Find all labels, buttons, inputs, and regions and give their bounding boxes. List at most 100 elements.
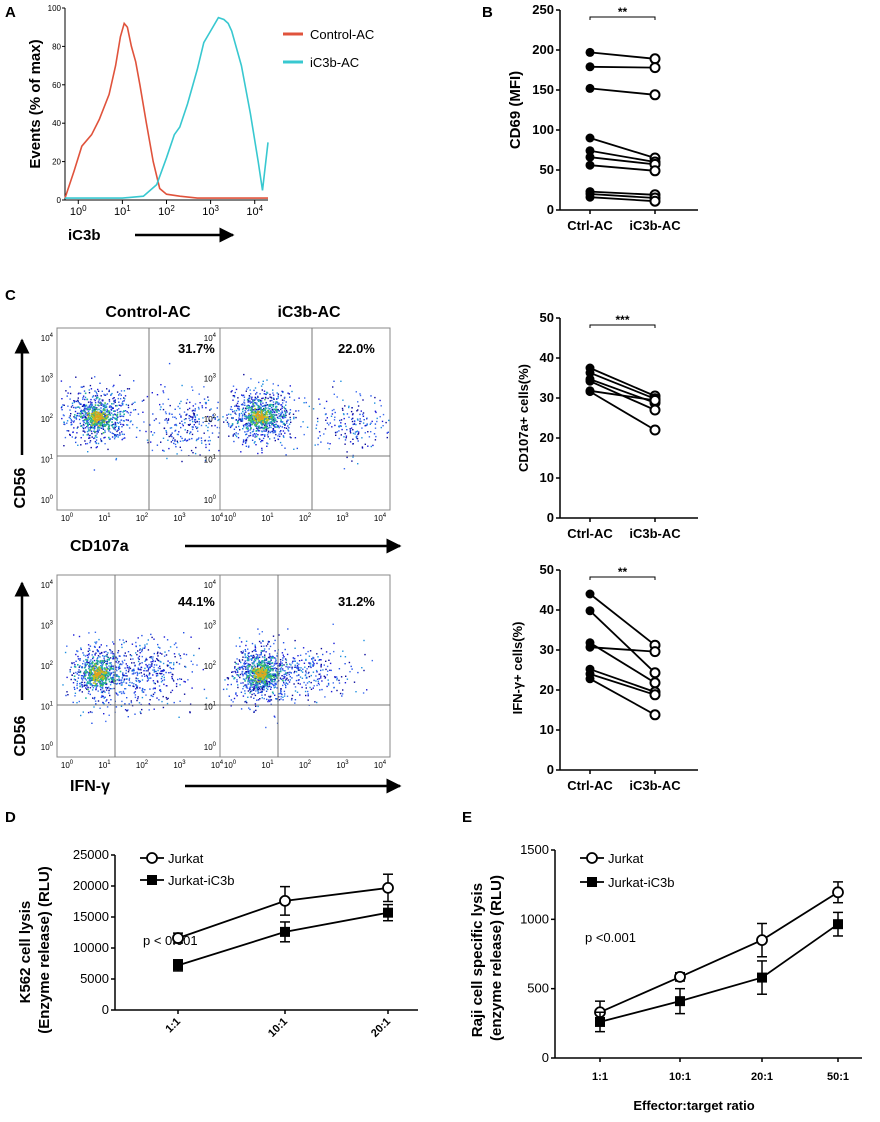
flow-event — [362, 412, 365, 414]
flow-event — [248, 687, 251, 690]
flow-event — [170, 668, 173, 670]
flow-y-tick-label: 101 — [204, 702, 217, 712]
flow-event — [110, 412, 113, 414]
flow-event — [94, 654, 96, 656]
flow-event — [170, 427, 173, 429]
flow-event — [356, 438, 359, 440]
flow-event — [287, 425, 289, 427]
flow-event-dense — [272, 413, 275, 416]
flow-event — [226, 688, 228, 690]
flow-event — [92, 684, 95, 687]
flow-event — [132, 658, 134, 660]
flow-event — [265, 430, 267, 432]
flow-event — [386, 436, 388, 439]
flow-event — [341, 428, 343, 431]
flow-event — [342, 650, 344, 652]
b-y-tick-label: 200 — [532, 42, 554, 57]
flow-event — [64, 651, 67, 654]
flow-event — [237, 437, 240, 439]
flow-event — [289, 385, 291, 387]
flow-event — [268, 405, 270, 407]
flow-event — [109, 657, 112, 659]
flow-event-dense — [268, 404, 271, 406]
flow-event — [97, 657, 99, 659]
flow-event-dense — [93, 678, 95, 681]
flow-event — [139, 644, 141, 647]
flow-event — [86, 688, 88, 690]
flow-event — [339, 692, 342, 695]
flow-event — [131, 673, 134, 675]
flow-event — [98, 429, 100, 431]
panel-label-e: E — [462, 809, 472, 826]
flow-event — [194, 416, 197, 418]
flow-event-dense — [115, 675, 117, 677]
flow-event-dense — [281, 664, 283, 667]
flow-event-dense — [102, 662, 104, 665]
flow-event-dense — [250, 415, 253, 417]
flow-event — [348, 405, 350, 407]
flow-event — [242, 685, 245, 688]
flow-event — [277, 435, 279, 437]
flow-event — [248, 656, 250, 658]
flow-event-dense — [95, 418, 97, 420]
flow-event — [175, 424, 178, 427]
flow-event — [305, 684, 307, 686]
flow-event — [248, 671, 250, 673]
flow-event — [136, 671, 138, 674]
flow-event — [247, 446, 250, 448]
flow-event-dense — [267, 675, 269, 677]
flow-event — [272, 678, 274, 681]
flow-event — [163, 679, 166, 681]
flow-event — [268, 648, 270, 650]
flow-event — [96, 430, 99, 433]
b-sig-bracket — [589, 16, 656, 20]
flow-event — [238, 405, 240, 408]
b-ctrl-point — [585, 62, 595, 72]
flow-event — [89, 423, 91, 425]
flow-event — [282, 391, 284, 394]
flow-event — [123, 681, 125, 683]
flow-event — [178, 716, 180, 718]
flow-event-dense — [249, 409, 252, 411]
flow-event — [320, 659, 322, 661]
flow-event — [323, 675, 325, 677]
flow-event — [191, 671, 193, 673]
flow-event — [95, 688, 97, 690]
flow-event — [241, 659, 244, 661]
flow-event — [268, 668, 270, 670]
flow-y-tick-label: 101 — [204, 455, 217, 465]
flow-event — [267, 656, 270, 659]
flow-event — [117, 397, 119, 400]
flow-event — [256, 665, 259, 667]
flow-event — [285, 408, 287, 410]
flow-event — [122, 400, 124, 403]
flow-event — [280, 698, 282, 700]
flow-event — [96, 649, 98, 651]
flow-event — [146, 643, 148, 645]
flow-event — [240, 691, 243, 693]
flow-event — [266, 428, 268, 430]
flow-event — [340, 425, 342, 427]
flow-event-dense — [255, 423, 257, 426]
flow-event-dense — [259, 677, 261, 680]
flow-event — [112, 433, 115, 435]
flow-event — [163, 636, 166, 638]
flow-event — [89, 434, 91, 437]
flow-event — [297, 666, 299, 668]
flow-event-dense — [261, 420, 263, 422]
flow-event — [284, 424, 286, 426]
flow-event-dense — [261, 668, 264, 670]
flow-event — [298, 667, 300, 669]
flow-event — [202, 421, 204, 424]
flow-event — [326, 417, 328, 419]
flow-event-dense — [116, 419, 118, 421]
flow-event-dense — [252, 419, 254, 422]
flow-event — [171, 689, 174, 692]
flow-event — [135, 679, 137, 682]
flow-event-dense — [257, 405, 259, 407]
flow-event — [244, 424, 246, 426]
flow-event — [91, 403, 93, 406]
b-pair-line — [589, 190, 656, 196]
flow-event — [83, 430, 85, 432]
flow-event — [305, 653, 307, 655]
